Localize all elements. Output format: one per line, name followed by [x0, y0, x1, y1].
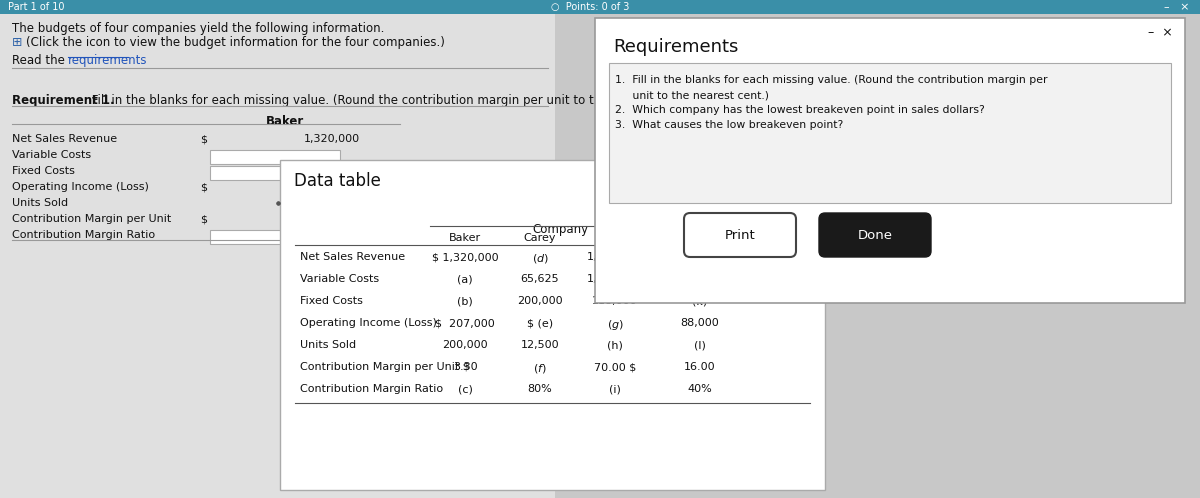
Text: (Click the icon to view the budget information for the four companies.): (Click the icon to view the budget infor… — [26, 36, 445, 49]
Text: unit to the nearest cent.): unit to the nearest cent.) — [616, 90, 769, 100]
Text: 65,625: 65,625 — [521, 274, 559, 284]
Text: $: $ — [200, 134, 208, 144]
Text: (c): (c) — [457, 384, 473, 394]
Text: Requirement 1.: Requirement 1. — [12, 94, 115, 107]
Text: 3.  What causes the low breakeven point?: 3. What causes the low breakeven point? — [616, 120, 844, 130]
Text: (l): (l) — [694, 340, 706, 350]
Text: Requirements: Requirements — [613, 38, 738, 56]
FancyBboxPatch shape — [210, 166, 340, 180]
FancyBboxPatch shape — [280, 160, 826, 490]
Text: ○  Points: 0 of 3: ○ Points: 0 of 3 — [551, 2, 629, 12]
Text: Fixed Costs: Fixed Costs — [12, 166, 74, 176]
FancyBboxPatch shape — [595, 18, 1186, 303]
FancyBboxPatch shape — [610, 63, 1171, 203]
Text: 1,320,000: 1,320,000 — [304, 134, 360, 144]
Text: 16.00: 16.00 — [684, 362, 716, 372]
Text: Carey: Carey — [523, 233, 557, 243]
Text: 118,000: 118,000 — [592, 296, 638, 306]
Text: (i): (i) — [610, 384, 620, 394]
Text: Contribution Margin per Unit: Contribution Margin per Unit — [12, 214, 172, 224]
Text: (k): (k) — [692, 296, 708, 306]
Text: 200,000: 200,000 — [442, 340, 488, 350]
Text: 1,400,000: 1,400,000 — [587, 274, 643, 284]
Text: $  207,000: $ 207,000 — [436, 318, 494, 328]
Text: Baker: Baker — [266, 115, 304, 128]
Text: Company: Company — [532, 223, 588, 236]
Text: 88,000: 88,000 — [680, 318, 719, 328]
Text: Variable Costs: Variable Costs — [300, 274, 379, 284]
Text: Part 1 of 10: Part 1 of 10 — [8, 2, 65, 12]
Text: $ (g) $: $ (g) $ — [606, 318, 624, 332]
Text: ⊞: ⊞ — [12, 36, 23, 49]
Text: (h): (h) — [607, 340, 623, 350]
Text: Contribution Margin Ratio: Contribution Margin Ratio — [12, 230, 155, 240]
Text: Net Sales Revenue: Net Sales Revenue — [12, 134, 118, 144]
Text: (a): (a) — [457, 274, 473, 284]
Text: Print: Print — [725, 229, 755, 242]
Text: $: $ — [200, 214, 208, 224]
FancyBboxPatch shape — [684, 213, 796, 257]
Text: Everest: Everest — [679, 233, 721, 243]
Text: $ 1,320,000: $ 1,320,000 — [432, 252, 498, 262]
FancyBboxPatch shape — [210, 150, 340, 164]
FancyBboxPatch shape — [210, 230, 330, 244]
Text: –   ×: – × — [1164, 2, 1190, 12]
Text: Read the: Read the — [12, 54, 68, 67]
Text: requirements: requirements — [68, 54, 148, 67]
FancyBboxPatch shape — [0, 14, 554, 498]
Text: Fill in the blanks for each missing value. (Round the contribution margin per un: Fill in the blanks for each missing valu… — [88, 94, 703, 107]
Text: 3.30: 3.30 — [452, 362, 478, 372]
Text: Fixed Costs: Fixed Costs — [300, 296, 362, 306]
FancyBboxPatch shape — [0, 0, 1200, 14]
FancyBboxPatch shape — [830, 14, 1200, 498]
Text: Doren: Doren — [598, 233, 632, 243]
Text: $ (e): $ (e) — [527, 318, 553, 328]
FancyBboxPatch shape — [818, 213, 931, 257]
Text: 200,000: 200,000 — [517, 296, 563, 306]
Text: 200,000: 200,000 — [314, 198, 360, 208]
Text: Contribution Margin Ratio: Contribution Margin Ratio — [300, 384, 443, 394]
Text: Data table: Data table — [294, 172, 380, 190]
Text: Done: Done — [858, 229, 893, 242]
Text: Units Sold: Units Sold — [300, 340, 356, 350]
Text: Net Sales Revenue: Net Sales Revenue — [300, 252, 406, 262]
Text: 1,750,000: 1,750,000 — [587, 252, 643, 262]
Text: 70.00 $: 70.00 $ — [594, 362, 636, 372]
Text: $ (i): $ (i) — [689, 252, 712, 262]
Text: 207,000: 207,000 — [314, 182, 360, 192]
Text: %: % — [334, 230, 344, 240]
Text: The budgets of four companies yield the following information.: The budgets of four companies yield the … — [12, 22, 384, 35]
Text: $ (f) $: $ (f) $ — [533, 362, 547, 375]
Text: 2.  Which company has the lowest breakeven point in sales dollars?: 2. Which company has the lowest breakeve… — [616, 105, 985, 115]
Text: 80%: 80% — [528, 384, 552, 394]
Text: Units Sold: Units Sold — [12, 198, 68, 208]
Text: Contribution Margin per Unit $: Contribution Margin per Unit $ — [300, 362, 469, 372]
Text: $: $ — [200, 182, 208, 192]
Text: Baker: Baker — [449, 233, 481, 243]
Text: 12,500: 12,500 — [521, 340, 559, 350]
Text: –  ×: – × — [1148, 26, 1174, 39]
Text: Operating Income (Loss): Operating Income (Loss) — [12, 182, 149, 192]
Text: Operating Income (Loss): Operating Income (Loss) — [300, 318, 437, 328]
Text: 1.  Fill in the blanks for each missing value. (Round the contribution margin pe: 1. Fill in the blanks for each missing v… — [616, 75, 1048, 85]
Text: 3.30: 3.30 — [335, 214, 360, 224]
Text: 156,000: 156,000 — [677, 274, 722, 284]
Text: Variable Costs: Variable Costs — [12, 150, 91, 160]
Text: (b): (b) — [457, 296, 473, 306]
Text: 40%: 40% — [688, 384, 713, 394]
Text: $ (d) $: $ (d) $ — [532, 252, 548, 265]
